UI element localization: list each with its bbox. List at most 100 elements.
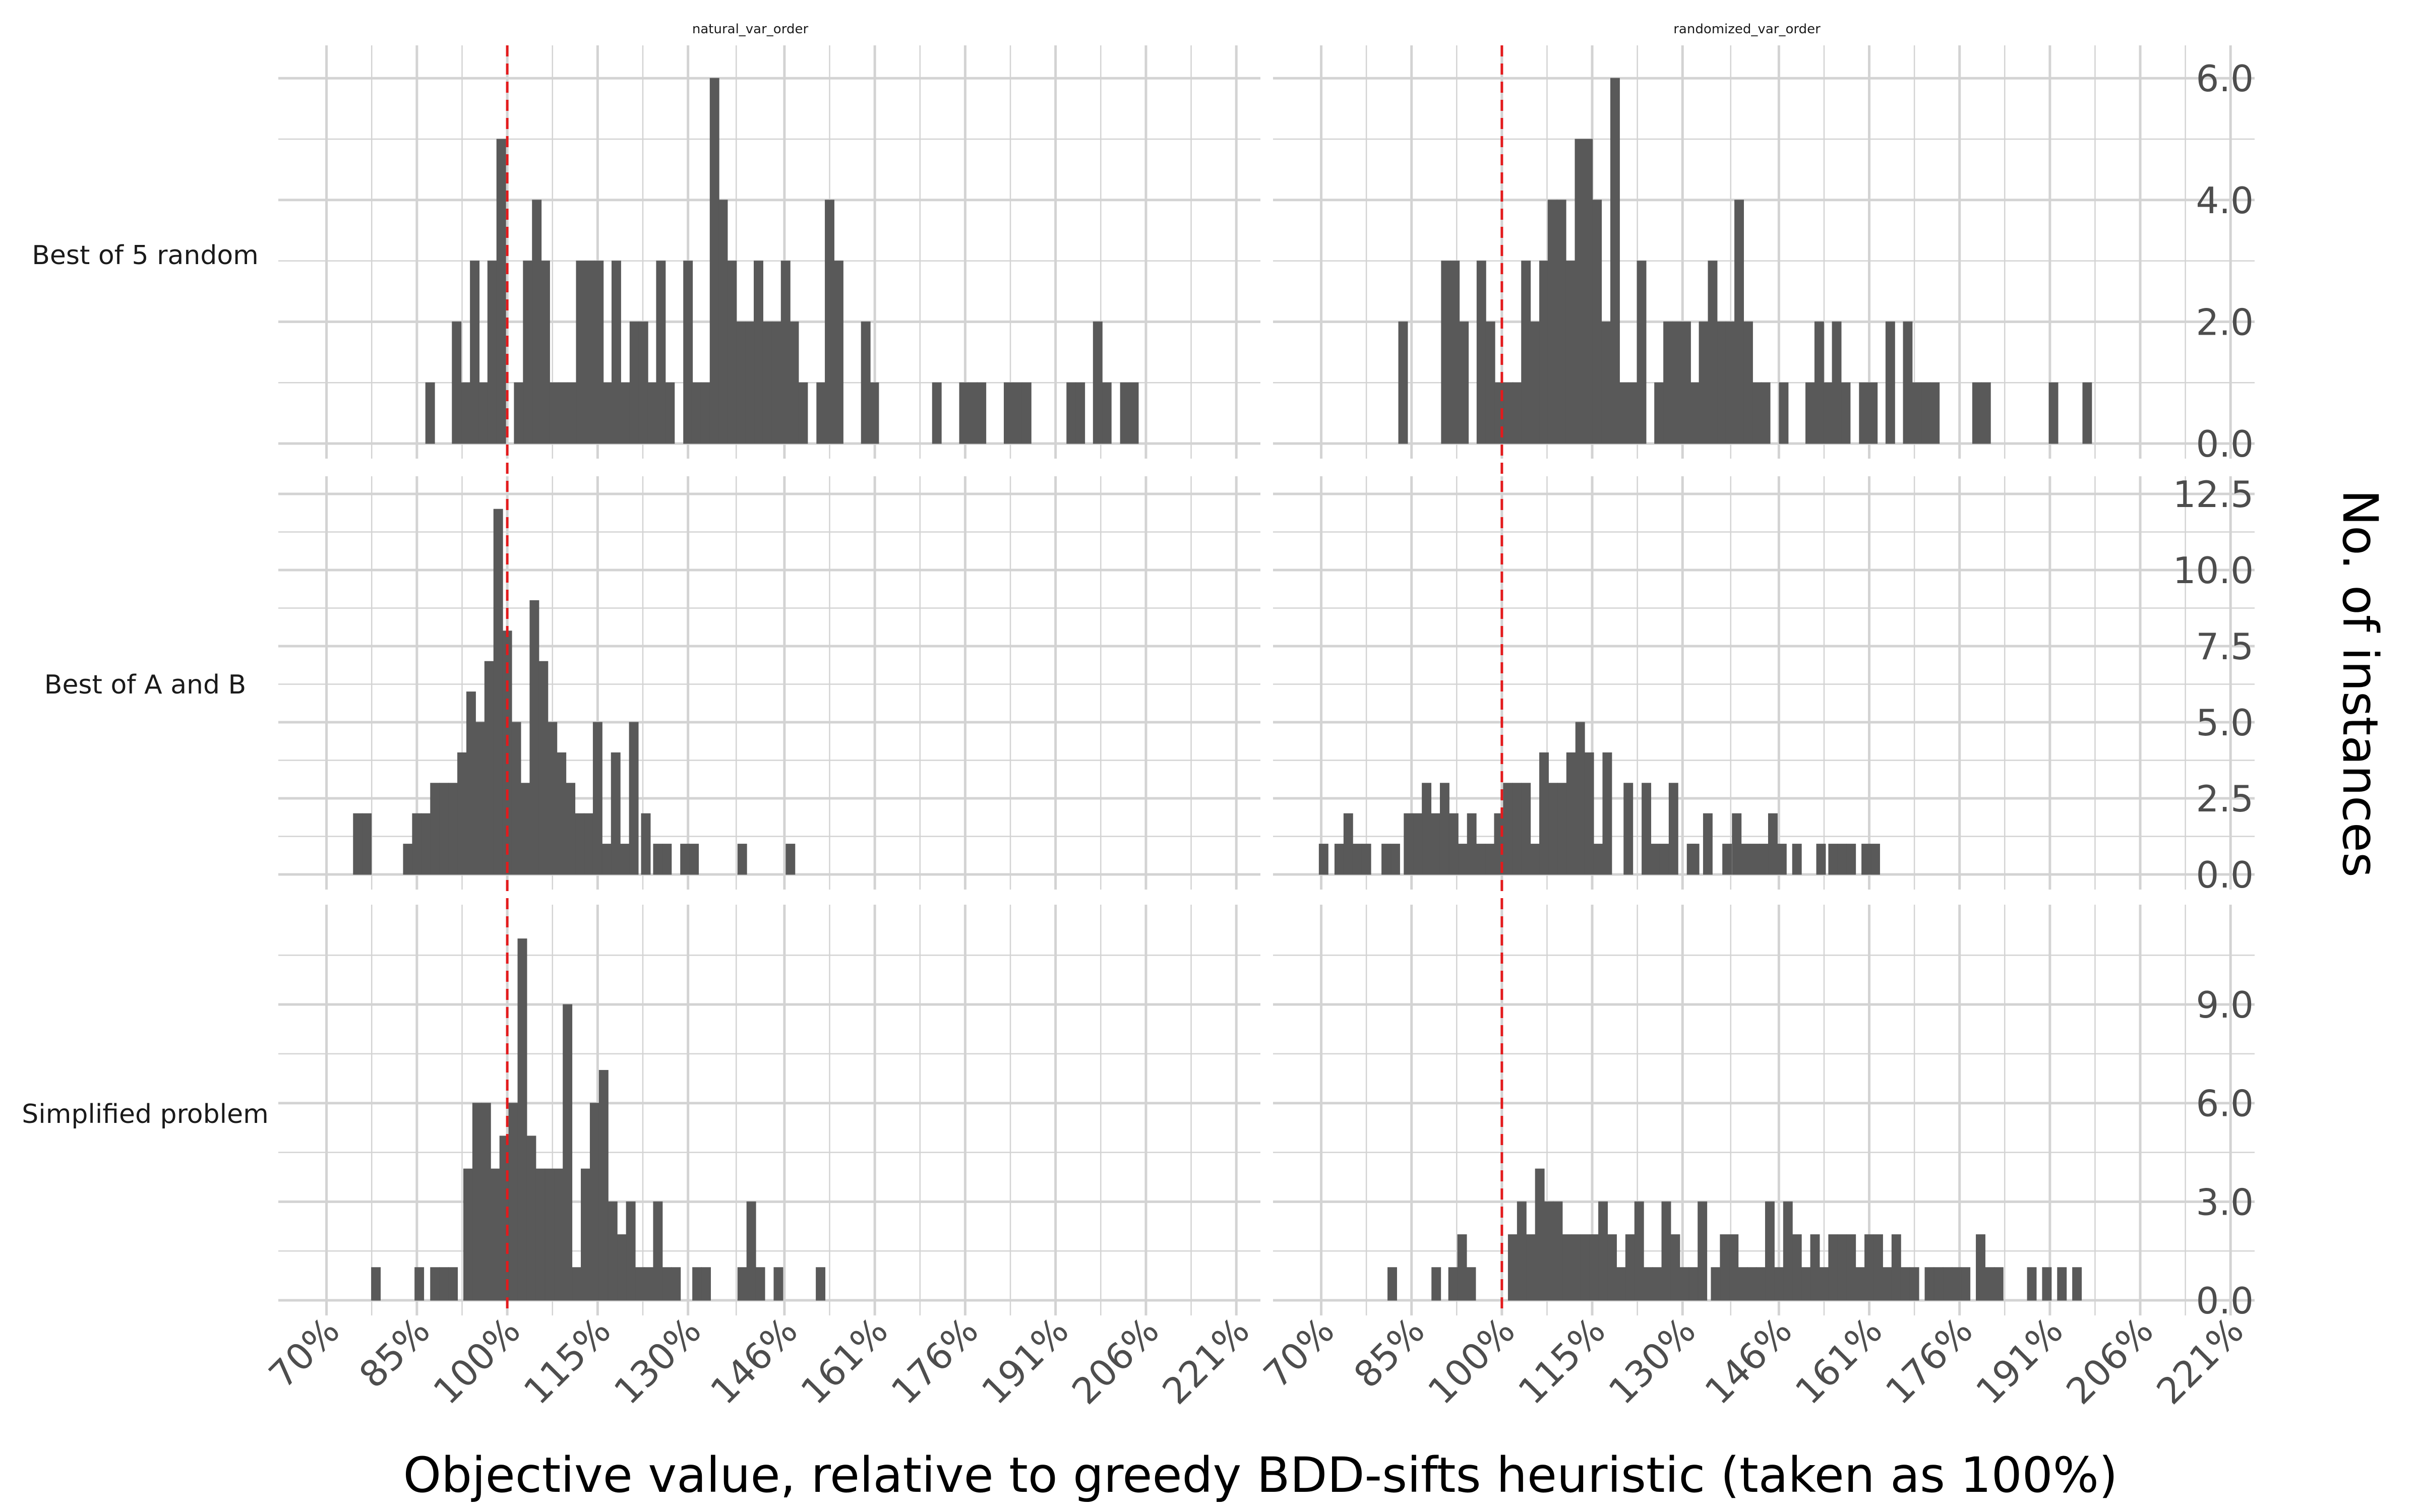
histogram-bar-natural_var_order-r2: [653, 1201, 663, 1301]
y-tick-label: 5.0: [2196, 702, 2254, 744]
histogram-bar-randomized_var_order-r2: [1652, 1267, 1662, 1301]
histogram-bar-natural_var_order-r0: [585, 261, 595, 444]
histogram-bar-randomized_var_order-r0: [1761, 382, 1771, 444]
histogram-bar-randomized_var_order-r1: [1390, 844, 1400, 875]
x-tick-label: 130%: [1600, 1309, 1704, 1413]
histogram-bar-randomized_var_order-r0: [1699, 321, 1709, 444]
histogram-bar-natural_var_order-r2: [481, 1103, 491, 1301]
y-tick-label: 6.0: [2196, 57, 2254, 100]
histogram-bar-natural_var_order-r0: [647, 382, 657, 444]
histogram-bar-randomized_var_order-r0: [1663, 321, 1673, 444]
histogram-bar-natural_var_order-r0: [771, 321, 781, 444]
histogram-bar-natural_var_order-r1: [653, 844, 663, 875]
column-strip-randomized: randomized_var_order: [1673, 22, 1821, 37]
histogram-bar-randomized_var_order-r0: [1476, 261, 1486, 444]
histogram-bar-randomized_var_order-r1: [1584, 752, 1594, 875]
histogram-bar-natural_var_order-r0: [611, 261, 621, 444]
histogram-bar-randomized_var_order-r2: [1774, 1267, 1784, 1301]
histogram-bar-natural_var_order-r0: [1093, 321, 1103, 444]
histogram-bar-natural_var_order-r0: [977, 382, 987, 444]
histogram-bar-randomized_var_order-r1: [1732, 813, 1742, 875]
histogram-bar-natural_var_order-r1: [584, 813, 593, 875]
histogram-bar-natural_var_order-r0: [425, 382, 435, 444]
histogram-bar-randomized_var_order-r2: [1517, 1201, 1527, 1301]
histogram-bar-randomized_var_order-r2: [1634, 1201, 1644, 1301]
histogram-bar-natural_var_order-r0: [523, 261, 533, 444]
histogram-bar-natural_var_order-r2: [671, 1267, 681, 1301]
histogram-bar-randomized_var_order-r2: [1661, 1201, 1671, 1301]
histogram-bar-randomized_var_order-r2: [1431, 1267, 1441, 1301]
histogram-bar-natural_var_order-r1: [421, 813, 431, 875]
histogram-bar-randomized_var_order-r1: [1458, 844, 1468, 875]
histogram-bar-natural_var_order-r2: [701, 1267, 711, 1301]
histogram-bar-natural_var_order-r0: [1129, 382, 1139, 444]
histogram-bar-randomized_var_order-r2: [1553, 1201, 1563, 1301]
histogram-bar-randomized_var_order-r0: [1805, 382, 1815, 444]
histogram-bar-natural_var_order-r0: [558, 382, 568, 444]
histogram-bar-randomized_var_order-r1: [1381, 844, 1392, 875]
reference-lines: [506, 45, 1503, 1315]
x-tick-label: 206%: [2058, 1309, 2161, 1413]
y-tick-label: 7.5: [2196, 625, 2254, 668]
histogram-bar-randomized_var_order-r2: [1387, 1267, 1397, 1301]
histogram-bar-randomized_var_order-r1: [1759, 844, 1769, 875]
histogram-bar-natural_var_order-r1: [448, 783, 458, 875]
histogram-bar-natural_var_order-r0: [683, 261, 693, 444]
histogram-bar-randomized_var_order-r1: [1792, 844, 1802, 875]
histogram-bar-natural_var_order-r1: [511, 722, 521, 875]
histogram-bar-randomized_var_order-r1: [1741, 844, 1751, 875]
row-strip-best-of-a-and-b: Best of A and B: [44, 670, 246, 700]
histogram-bar-natural_var_order-r2: [598, 1069, 609, 1301]
histogram-bar-natural_var_order-r0: [754, 261, 763, 444]
histogram-bar-randomized_var_order-r2: [1698, 1201, 1708, 1301]
histogram-bar-randomized_var_order-r1: [1828, 844, 1838, 875]
histogram-bar-natural_var_order-r0: [620, 382, 630, 444]
histogram-bar-randomized_var_order-r1: [1431, 813, 1440, 875]
x-tick-label: 100%: [1420, 1309, 1523, 1413]
histogram-bar-natural_var_order-r2: [439, 1267, 449, 1301]
histogram-bar-natural_var_order-r2: [517, 938, 527, 1301]
histogram-bar-randomized_var_order-r2: [1783, 1201, 1793, 1301]
histogram-bar-randomized_var_order-r1: [1352, 844, 1362, 875]
histogram-bar-natural_var_order-r2: [414, 1267, 425, 1301]
x-axis-title: Objective value, relative to greedy BDD-…: [403, 1447, 2118, 1503]
histogram-bar-randomized_var_order-r2: [1688, 1267, 1699, 1301]
histogram-bar-randomized_var_order-r1: [1816, 844, 1826, 875]
histogram-bar-natural_var_order-r1: [412, 813, 422, 875]
histogram-bar-randomized_var_order-r0: [1618, 382, 1628, 444]
histogram-bar-natural_var_order-r0: [932, 382, 942, 444]
histogram-bar-randomized_var_order-r1: [1722, 844, 1732, 875]
histogram-bar-natural_var_order-r1: [662, 844, 672, 875]
histogram-bar-randomized_var_order-r0: [1681, 321, 1691, 444]
histogram-bar-randomized_var_order-r2: [2027, 1267, 2037, 1301]
y-tick-label: 2.0: [2196, 301, 2254, 343]
histogram-bar-randomized_var_order-r0: [1565, 261, 1576, 444]
histogram-bar-natural_var_order-r2: [448, 1267, 458, 1301]
x-tick-label: 176%: [1878, 1309, 1981, 1413]
histogram-bar-randomized_var_order-r0: [1583, 139, 1593, 444]
histogram-bar-randomized_var_order-r0: [1868, 382, 1878, 444]
histogram-bar-natural_var_order-r1: [566, 783, 576, 875]
histogram-bar-natural_var_order-r0: [762, 321, 772, 444]
histogram-bar-randomized_var_order-r2: [1961, 1267, 1971, 1301]
histogram-bar-natural_var_order-r1: [362, 813, 372, 875]
histogram-bar-randomized_var_order-r2: [2057, 1267, 2067, 1301]
histogram-bar-randomized_var_order-r0: [1654, 382, 1664, 444]
histogram-bar-natural_var_order-r0: [1066, 382, 1076, 444]
histogram-bar-natural_var_order-r2: [644, 1267, 654, 1301]
histogram-bar-randomized_var_order-r2: [2042, 1267, 2052, 1301]
histogram-bar-natural_var_order-r1: [680, 844, 690, 875]
x-tick-label: 146%: [702, 1309, 806, 1413]
histogram-bar-natural_var_order-r0: [532, 200, 542, 444]
histogram-bar-natural_var_order-r1: [484, 661, 494, 875]
histogram-bar-randomized_var_order-r1: [1467, 813, 1477, 875]
histogram-bar-randomized_var_order-r0: [1637, 261, 1647, 444]
histogram-bar-natural_var_order-r2: [490, 1168, 500, 1301]
histogram-bar-randomized_var_order-r0: [1725, 321, 1735, 444]
histogram-bar-randomized_var_order-r0: [1539, 261, 1549, 444]
histogram-bar-randomized_var_order-r1: [1861, 844, 1871, 875]
histogram-bar-natural_var_order-r2: [371, 1267, 381, 1301]
histogram-bar-natural_var_order-r0: [789, 321, 799, 444]
histogram-bar-randomized_var_order-r1: [1334, 844, 1344, 875]
histogram-bar-natural_var_order-r0: [1021, 382, 1032, 444]
